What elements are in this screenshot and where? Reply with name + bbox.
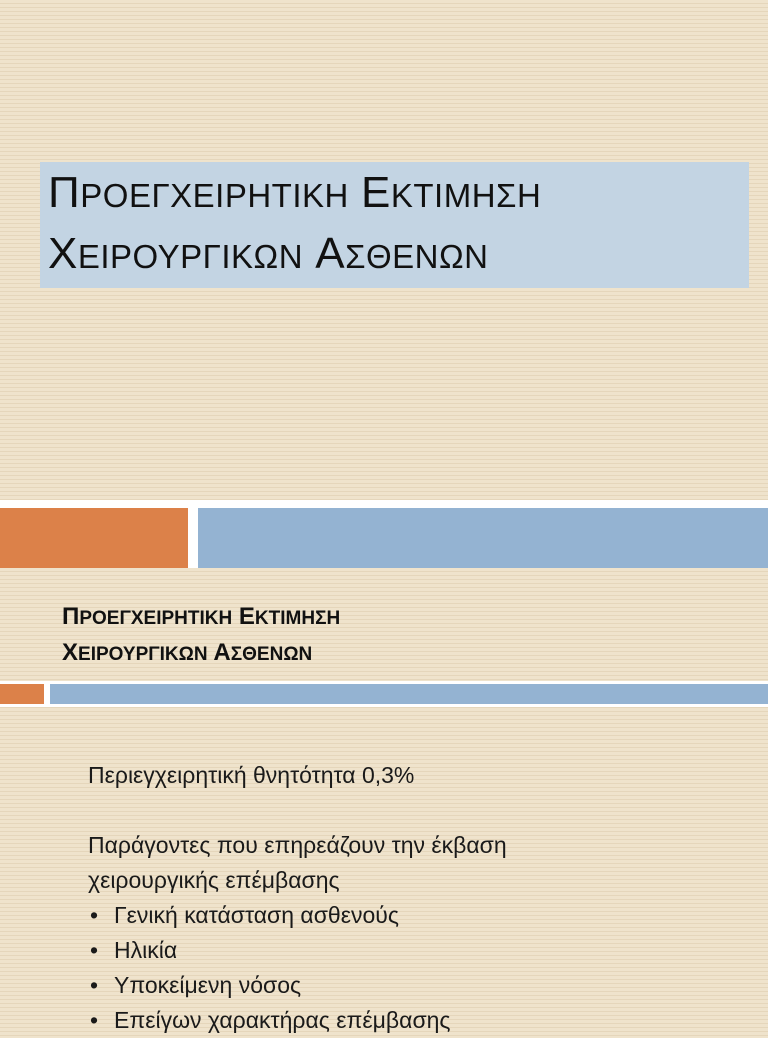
slide-1-title-line-1: ΠΡΟΕΓΧΕΙΡΗΤΙΚΗ ΕΚΤΙΜΗΣΗ [48,164,749,225]
mortality-text: Περιεγχειρητική θνητότητα 0,3% [88,762,415,788]
slide-2-content: Περιεγχειρητική θνητότητα 0,3% Παράγοντε… [88,758,748,1038]
paragraph-spacer [88,793,748,828]
bar-gap [188,508,198,568]
slide-1-title-line-2: ΧΕΙΡΟΥΡΓΙΚΩΝ ΑΣΘΕΝΩΝ [48,225,749,286]
title-word: ΣΘΕΝΩΝ [230,644,313,665]
slide-divider [0,500,768,508]
title-initial: Π [62,603,80,630]
title-initial: Χ [48,229,78,278]
title-initial: Π [48,168,81,217]
list-item: • Ηλικία [88,933,748,968]
title-initial: Α [315,229,346,278]
slide-1: ΠΡΟΕΓΧΕΙΡΗΤΙΚΗ ΕΚΤΙΜΗΣΗ ΧΕΙΡΟΥΡΓΙΚΩΝ ΑΣΘ… [0,0,768,500]
bullet-icon: • [90,937,99,963]
blue-accent-bar [198,508,768,568]
list-item-text: Υποκείμενη νόσος [114,972,302,998]
slide-2-title: ΠΡΟΕΓΧΕΙΡΗΤΙΚΗ ΕΚΤΙΜΗΣΗ ΧΕΙΡΟΥΡΓΙΚΩΝ ΑΣΘ… [62,600,340,672]
list-item-text: Επείγων χαρακτήρας επέμβασης [114,1007,451,1033]
factors-heading-line-1: Παράγοντες που επηρεάζουν την έκβαση [88,832,507,858]
title-initial: Χ [62,639,79,666]
title-word: ΕΙΡΟΥΡΓΙΚΩΝ [77,238,304,275]
slide-2-title-line-1: ΠΡΟΕΓΧΕΙΡΗΤΙΚΗ ΕΚΤΙΜΗΣΗ [62,600,340,636]
title-word: ΣΘΕΝΩΝ [345,238,489,275]
title-word: ΡΟΕΓΧΕΙΡΗΤΙΚΗ [80,177,349,214]
title-initial: Ε [361,168,391,217]
title-initial: Ε [238,603,255,630]
slide-2-title-line-2: ΧΕΙΡΟΥΡΓΙΚΩΝ ΑΣΘΕΝΩΝ [62,636,340,672]
orange-accent-bar-small [0,684,44,704]
title-word: ΡΟΕΓΧΕΙΡΗΤΙΚΗ [79,608,233,629]
list-item-text: Ηλικία [114,937,178,963]
title-word: ΕΙΡΟΥΡΓΙΚΩΝ [78,644,208,665]
list-item: • Γενική κατάσταση ασθενούς [88,898,748,933]
factors-list: • Γενική κατάσταση ασθενούς • Ηλικία • Υποκ… [88,898,748,1038]
list-item-text: Γενική κατάσταση ασθενούς [114,902,399,928]
slide-1-title-box: ΠΡΟΕΓΧΕΙΡΗΤΙΚΗ ΕΚΤΙΜΗΣΗ ΧΕΙΡΟΥΡΓΙΚΩΝ ΑΣΘ… [40,162,749,288]
bullet-icon: • [90,902,99,928]
list-item: • Επείγων χαρακτήρας επέμβασης [88,1003,748,1038]
title-word: ΚΤΙΜΗΣΗ [390,177,542,214]
bullet-icon: • [90,1007,99,1033]
factors-heading-line-2: χειρουργικής επέμβασης [88,867,340,893]
list-item: • Υποκείμενη νόσος [88,968,748,1003]
title-initial: Α [213,639,231,666]
orange-accent-bar [0,508,188,568]
blue-accent-bar-small [50,684,768,704]
title-word: ΚΤΙΜΗΣΗ [254,608,341,629]
bullet-icon: • [90,972,99,998]
